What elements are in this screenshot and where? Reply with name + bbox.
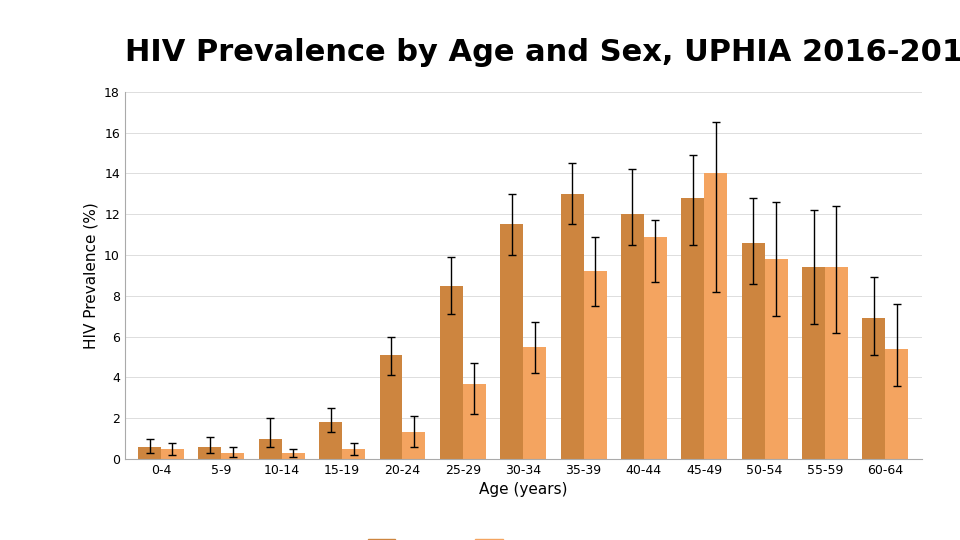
Bar bbox=[402, 433, 425, 459]
Bar bbox=[342, 449, 365, 459]
Bar bbox=[885, 349, 908, 459]
Bar bbox=[765, 259, 787, 459]
Bar bbox=[584, 271, 607, 459]
Bar bbox=[500, 225, 523, 459]
Y-axis label: HIV Prevalence (%): HIV Prevalence (%) bbox=[84, 202, 99, 349]
Bar bbox=[561, 194, 584, 459]
Bar bbox=[319, 422, 342, 459]
Bar bbox=[825, 267, 848, 459]
X-axis label: Age (years): Age (years) bbox=[479, 482, 567, 497]
Bar bbox=[803, 267, 825, 459]
Bar bbox=[379, 355, 402, 459]
Bar bbox=[161, 449, 184, 459]
Bar bbox=[463, 383, 486, 459]
Bar bbox=[222, 453, 244, 459]
Bar bbox=[644, 237, 667, 459]
Bar bbox=[621, 214, 644, 459]
Bar bbox=[138, 447, 161, 459]
Legend: Female, Male: Female, Male bbox=[362, 533, 557, 540]
Bar bbox=[199, 447, 222, 459]
Bar bbox=[705, 173, 728, 459]
Bar bbox=[281, 453, 304, 459]
Bar bbox=[742, 243, 765, 459]
Bar bbox=[682, 198, 705, 459]
Text: HIV Prevalence by Age and Sex, UPHIA 2016-2017: HIV Prevalence by Age and Sex, UPHIA 201… bbox=[125, 38, 960, 67]
Bar bbox=[523, 347, 546, 459]
Bar bbox=[440, 286, 463, 459]
Bar bbox=[862, 318, 885, 459]
Bar bbox=[259, 438, 281, 459]
